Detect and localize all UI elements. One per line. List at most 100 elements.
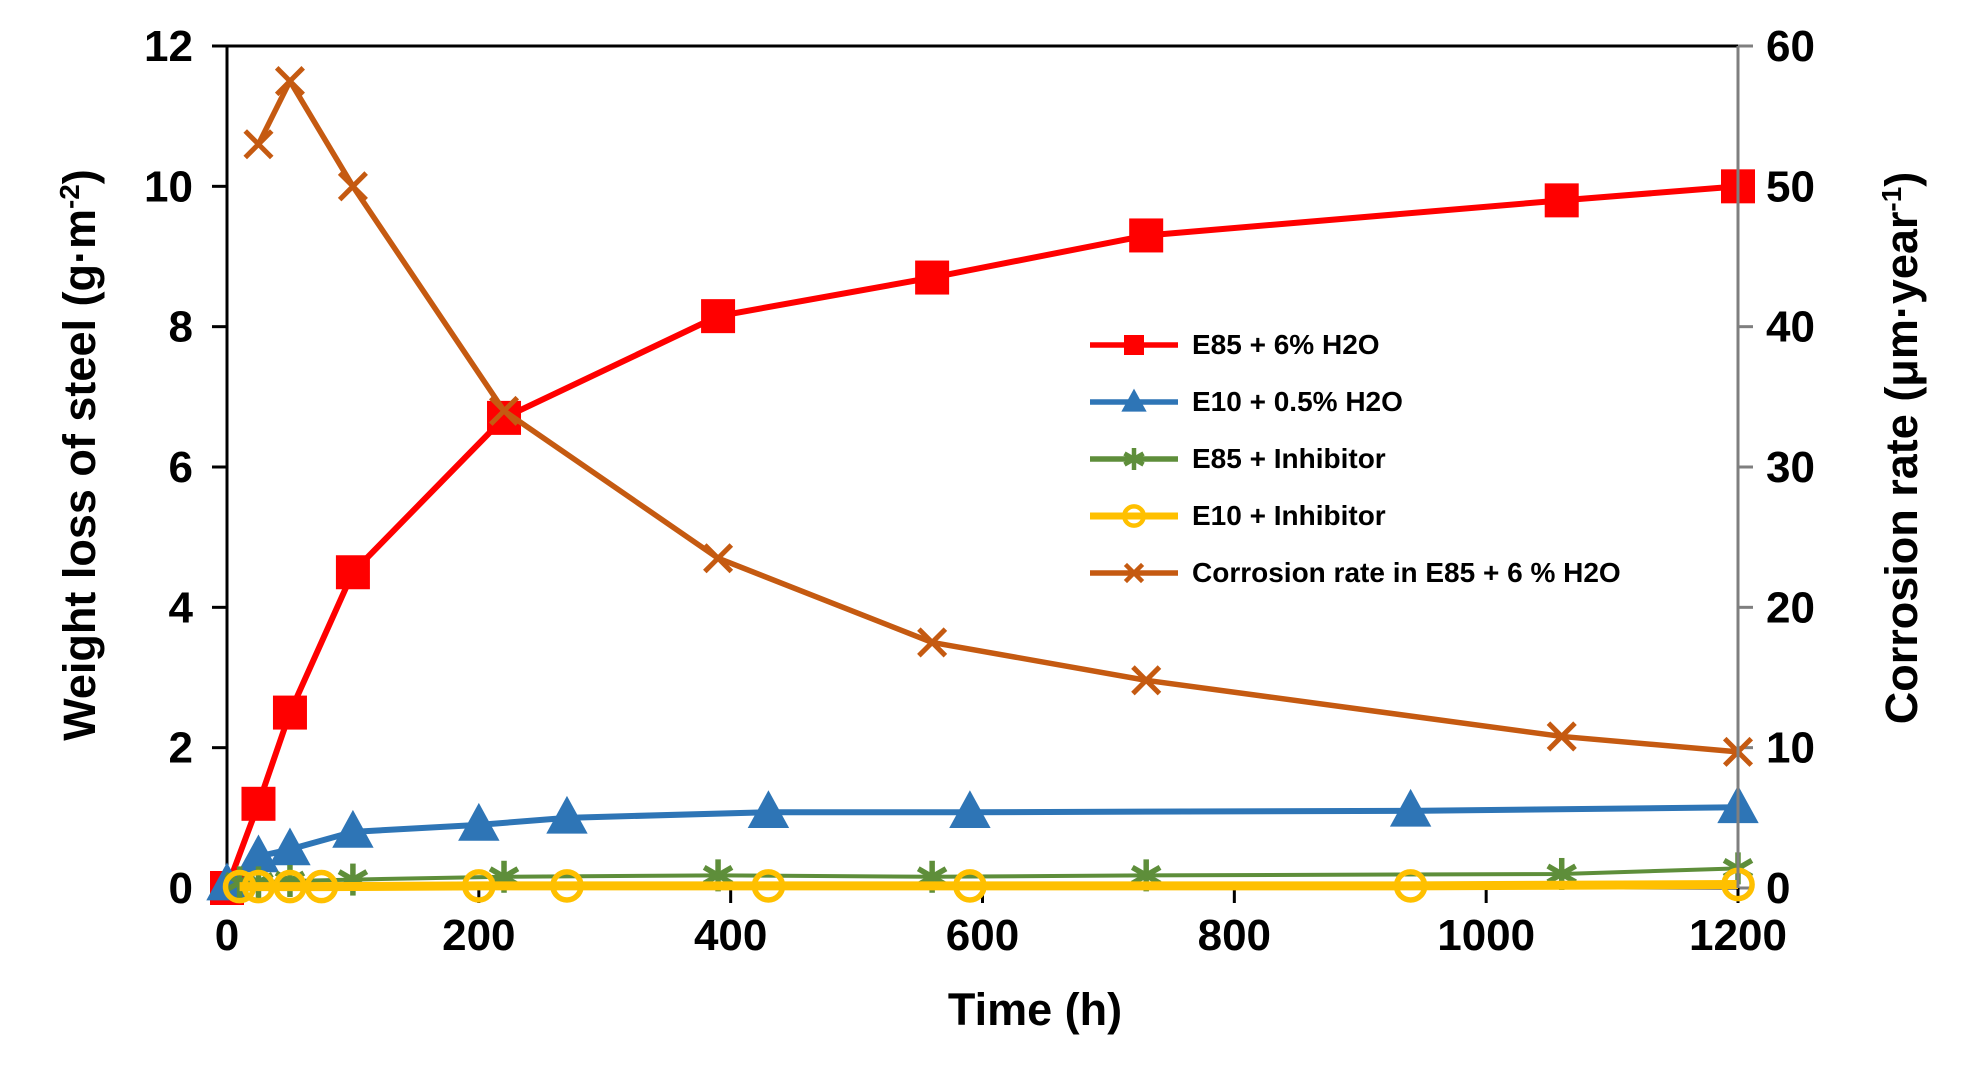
marker-square-icon <box>272 695 307 730</box>
legend-marker-asterisk-icon <box>1090 447 1178 470</box>
triangle-marker <box>546 795 588 834</box>
series-line <box>225 804 1739 887</box>
marker-circle-icon <box>953 869 987 903</box>
right-axis-title-text: Corrosion rate (μm·year <box>1876 211 1927 725</box>
asterisk-spoke <box>1130 864 1162 886</box>
series-line <box>224 183 1739 890</box>
marker-x-icon <box>703 543 734 574</box>
square-marker <box>1129 218 1164 253</box>
y-left-tick-label: 4 <box>169 583 194 632</box>
marker-triangle-icon <box>1389 788 1432 827</box>
left-axis-title-text: Weight loss of steel (g·m <box>54 209 105 741</box>
triangle-marker <box>747 790 790 829</box>
marker-circle-icon <box>550 869 584 903</box>
marker-x-icon <box>1546 721 1577 752</box>
legend-marker-x-icon <box>1090 562 1178 583</box>
series-3 <box>222 867 1755 904</box>
right-axis-title-close: ) <box>1876 171 1927 187</box>
marker-x-icon <box>243 129 274 160</box>
marker-x-icon <box>1131 665 1162 696</box>
x-tick-label: 200 <box>442 911 515 960</box>
legend-label: E85 + 6% H2O <box>1192 328 1380 360</box>
asterisk-spoke <box>1123 451 1145 466</box>
triangle-marker <box>269 827 311 866</box>
circle-marker <box>241 869 276 904</box>
marker-square-icon <box>241 786 276 821</box>
legend-label: Corrosion rate in E85 + 6 % H2O <box>1192 556 1621 588</box>
marker-triangle-icon <box>332 809 374 848</box>
y-right-tick-label: 10 <box>1766 724 1815 773</box>
square-marker <box>1124 334 1144 355</box>
marker-circle-icon <box>1393 869 1428 903</box>
legend-label: E85 + Inhibitor <box>1192 442 1386 474</box>
left-axis-title-exponent: -2 <box>54 184 85 210</box>
left-axis-title: Weight loss of steel (g·m-2) <box>54 169 106 741</box>
marker-circle-icon <box>751 869 786 903</box>
asterisk-spoke <box>702 864 734 886</box>
series-4 <box>243 66 1754 767</box>
marker-triangle-icon <box>747 790 790 829</box>
square-marker <box>272 695 307 730</box>
y-left-tick-label: 2 <box>169 724 193 773</box>
legend-item: E10 + Inhibitor <box>1088 487 1621 544</box>
x-stroke <box>1123 562 1145 583</box>
y-left-tick-label: 6 <box>169 443 193 492</box>
x-tick-label: 800 <box>1198 911 1271 960</box>
marker-triangle-icon <box>546 795 588 834</box>
legend-swatch <box>1090 503 1178 528</box>
legend: E85 + 6% H2O E10 + 0.5% H2O E85 + Inhibi… <box>1088 316 1621 601</box>
triangle-marker <box>1389 788 1432 827</box>
legend-swatch <box>1090 388 1178 412</box>
x-stroke <box>488 395 520 426</box>
circle-marker <box>1393 869 1428 903</box>
marker-circle-icon <box>462 869 496 903</box>
marker-triangle-icon <box>458 802 500 841</box>
y-left-tick-label: 10 <box>144 162 193 211</box>
x-tick-label: 0 <box>215 911 239 960</box>
square-marker <box>915 260 950 295</box>
marker-x-icon <box>488 395 520 426</box>
y-right-tick-label: 50 <box>1766 162 1815 211</box>
right-axis-title-exponent: -1 <box>1876 186 1907 212</box>
marker-square-icon <box>915 260 950 295</box>
x-axis-title: Time (h) <box>947 984 1123 1035</box>
x-stroke <box>337 171 368 202</box>
circle-marker <box>304 869 339 904</box>
circle-marker <box>1122 503 1146 528</box>
x-tick-label: 1200 <box>1689 911 1787 960</box>
marker-triangle-icon <box>237 834 280 873</box>
marker-square-icon <box>1124 334 1144 355</box>
triangle-marker <box>1121 388 1147 412</box>
right-axis-title: Corrosion rate (μm·year-1) <box>1876 172 1928 724</box>
x-tick-label: 400 <box>694 911 767 960</box>
legend-marker-circle-icon <box>1090 503 1178 528</box>
legend-item: E85 + 6% H2O <box>1088 316 1621 373</box>
square-marker <box>701 299 736 334</box>
series-2 <box>224 852 1754 899</box>
triangle-marker <box>458 802 500 841</box>
legend-swatch <box>1090 334 1178 355</box>
x-stroke <box>703 543 734 574</box>
marker-circle-icon <box>304 869 339 904</box>
marker-asterisk-icon <box>1123 447 1145 470</box>
marker-square-icon <box>1129 218 1164 253</box>
y-left-tick-label: 0 <box>169 864 193 913</box>
legend-marker-triangle-icon <box>1090 388 1178 412</box>
marker-x-icon <box>274 66 305 97</box>
series-0 <box>210 169 1755 905</box>
circle-marker <box>273 869 307 904</box>
marker-circle-icon <box>273 869 307 904</box>
x-stroke <box>243 129 274 160</box>
marker-x-icon <box>1123 562 1145 583</box>
legend-marker-square-icon <box>1090 334 1178 355</box>
marker-circle-icon <box>222 869 257 904</box>
marker-x-icon <box>917 627 948 658</box>
x-stroke <box>1131 665 1162 696</box>
left-axis-title-close: ) <box>54 169 105 185</box>
square-marker <box>1544 183 1579 218</box>
triangle-marker <box>237 834 280 873</box>
asterisk-spoke <box>1546 863 1577 885</box>
marker-triangle-icon <box>949 790 991 829</box>
